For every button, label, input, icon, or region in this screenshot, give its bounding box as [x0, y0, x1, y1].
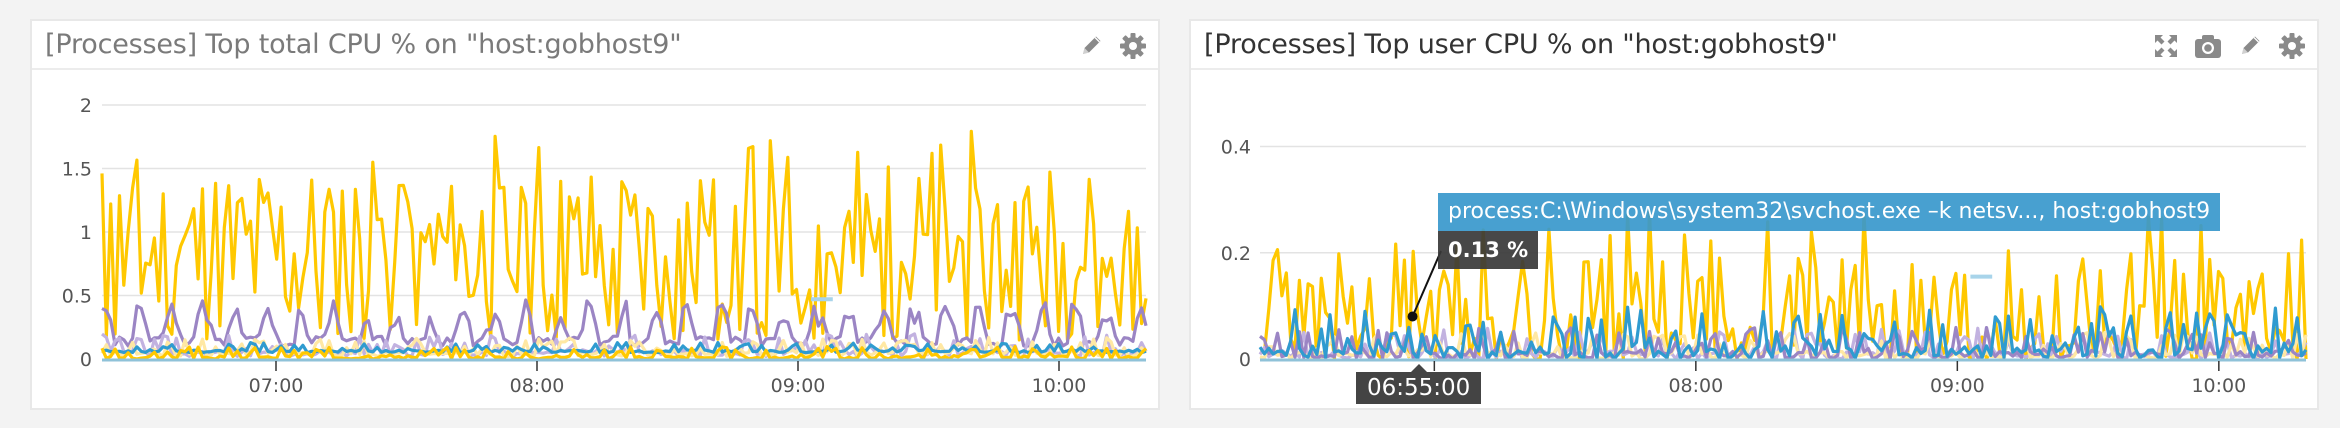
crosshair-time-badge: 06:55:00 — [1356, 364, 1482, 404]
series-line[interactable] — [1258, 305, 2308, 361]
x-tick-label: 08:00 — [510, 375, 565, 397]
y-tick-label: 1.5 — [62, 159, 92, 181]
y-tick-label: 1 — [80, 222, 92, 244]
tooltip-pointer — [1411, 250, 1442, 317]
widget-toolbar — [2151, 31, 2307, 61]
pencil-icon[interactable] — [2235, 31, 2265, 61]
widget-user-cpu: [Processes] Top user CPU % on "host:gobh… — [1189, 19, 2319, 410]
y-tick-label: 0.4 — [1221, 137, 1251, 159]
expand-icon[interactable] — [2151, 31, 2181, 61]
widget-total-cpu: [Processes] Top total CPU % on "host:gob… — [30, 19, 1160, 410]
x-tick-label: 08:00 — [1668, 375, 1723, 397]
y-tick-label: 0 — [1239, 349, 1251, 371]
y-tick-label: 2 — [80, 95, 92, 117]
y-tick-label: 0.2 — [1221, 243, 1251, 265]
x-tick-label: 09:00 — [1930, 375, 1985, 397]
tooltip-series-label: process:C:\Windows\system32\svchost.exe … — [1438, 193, 2221, 231]
x-tick-label: 10:00 — [2191, 375, 2246, 397]
gear-icon[interactable] — [1118, 31, 1148, 61]
hover-point — [1407, 311, 1418, 322]
widget-title: [Processes] Top user CPU % on "host:gobh… — [1204, 29, 1838, 60]
series-line[interactable] — [100, 129, 1148, 342]
series-line[interactable] — [1259, 325, 2307, 361]
y-tick-label: 0 — [80, 349, 92, 371]
pencil-icon[interactable] — [1076, 31, 1106, 61]
x-tick-label: 10:00 — [1032, 375, 1087, 397]
widget-title: [Processes] Top total CPU % on "host:gob… — [45, 29, 682, 60]
x-tick-label: 07:00 — [249, 375, 304, 397]
widget-header: [Processes] Top total CPU % on "host:gob… — [32, 21, 1158, 70]
series-line[interactable] — [101, 298, 1148, 348]
tooltip-value: 0.13 % — [1438, 231, 1539, 269]
gear-icon[interactable] — [2277, 31, 2307, 61]
camera-icon[interactable] — [2193, 31, 2223, 61]
x-tick-label: 09:00 — [771, 375, 826, 397]
series-line[interactable] — [100, 344, 1148, 361]
widget-toolbar — [1076, 31, 1148, 61]
line-chart-total-cpu[interactable]: 0 0.5 1 1.5 2 07:00 08:00 09:00 10:00 — [32, 21, 1158, 408]
widget-header: [Processes] Top user CPU % on "host:gobh… — [1191, 21, 2317, 70]
y-tick-label: 0.5 — [62, 286, 92, 308]
